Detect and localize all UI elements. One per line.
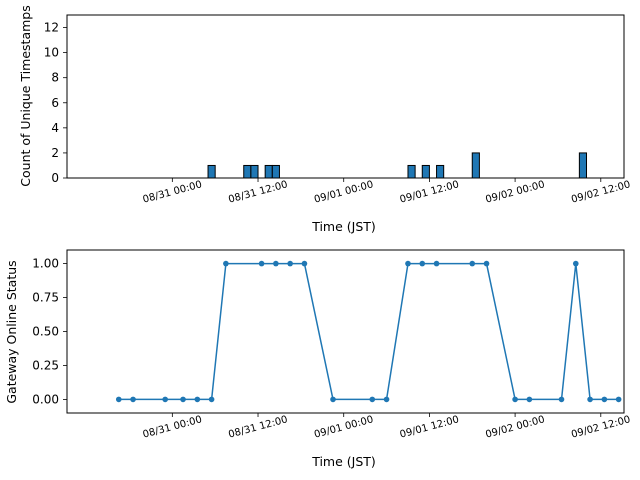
y-tick-label: 0.25 <box>32 358 59 372</box>
y-tick-label: 0.75 <box>32 291 59 305</box>
status-point <box>512 396 518 403</box>
status-point <box>572 260 579 267</box>
status-point <box>526 396 533 403</box>
y-tick-label: 2 <box>51 146 59 160</box>
status-plot-area <box>67 250 624 413</box>
histogram-bar <box>421 164 430 179</box>
status-y-axis-title: Gateway Online Status <box>4 260 19 403</box>
y-tick-label: 12 <box>44 21 59 35</box>
status-point <box>301 260 308 267</box>
histogram-bar <box>264 164 273 179</box>
histogram-x-axis-title: Time (JST) <box>311 219 376 234</box>
status-point <box>405 260 411 267</box>
status-point <box>469 260 476 267</box>
status-point <box>162 396 168 403</box>
status-point <box>287 260 293 267</box>
status-point <box>330 396 336 403</box>
histogram-y-axis-title: Count of Unique Timestamps <box>18 5 33 186</box>
histogram-bar <box>207 164 216 179</box>
status-point <box>587 396 593 403</box>
status-point <box>258 260 265 267</box>
status-series <box>115 260 622 403</box>
status-y-ticks: 0.00 0.25 0.50 0.75 1.00 <box>32 257 67 406</box>
status-point <box>615 396 622 403</box>
histogram-bar <box>407 164 416 179</box>
histogram-bar <box>436 164 445 179</box>
histogram-bar <box>250 164 259 179</box>
status-x-axis-title: Time (JST) <box>311 454 376 469</box>
status-point <box>223 260 229 267</box>
histogram-frame <box>66 14 625 179</box>
status-point <box>383 396 390 403</box>
status-point <box>558 396 565 403</box>
y-tick-label: 1.00 <box>32 257 59 271</box>
status-point <box>208 396 215 403</box>
status-point <box>369 396 376 403</box>
status-point <box>601 396 608 403</box>
histogram-y-ticks: 0 2 4 6 8 10 12 <box>44 21 67 185</box>
status-point <box>115 396 122 403</box>
y-tick-label: 0.50 <box>32 325 59 339</box>
status-point <box>194 396 201 403</box>
status-point <box>483 260 490 267</box>
status-point <box>273 260 279 267</box>
y-tick-label: 10 <box>44 46 59 60</box>
status-point <box>433 260 440 267</box>
histogram-bar <box>243 164 252 179</box>
y-tick-label: 4 <box>51 121 59 135</box>
histogram-plot-area <box>67 15 624 178</box>
y-tick-label: 8 <box>51 71 59 85</box>
status-point <box>419 260 426 267</box>
histogram-bar <box>271 164 280 179</box>
status-point <box>180 396 186 403</box>
y-tick-label: 0.00 <box>32 392 59 406</box>
y-tick-label: 6 <box>51 96 59 110</box>
histogram-bar <box>578 152 588 179</box>
histogram-bar <box>471 152 480 179</box>
status-point <box>130 396 136 403</box>
y-tick-label: 0 <box>51 171 59 185</box>
